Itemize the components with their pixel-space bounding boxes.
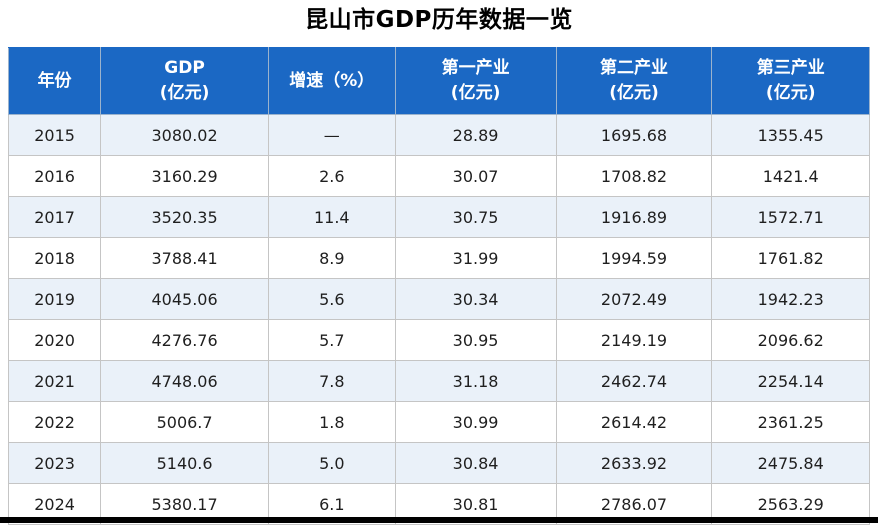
table-header-row: 年份 GDP (亿元) 增速（%） 第一产业 (亿元) 第二产业 (亿元) 第三…: [7, 47, 870, 115]
table-cell: —: [268, 114, 396, 156]
table-cell: 1942.23: [711, 278, 870, 320]
header-line1: GDP: [164, 58, 205, 79]
table-cell: 2015: [7, 114, 102, 156]
table-cell: 8.9: [268, 237, 396, 279]
table-cell: 2020: [7, 319, 102, 361]
header-line2: (亿元): [450, 83, 501, 103]
header-line2: (亿元): [159, 83, 210, 103]
table-cell: 2017: [7, 196, 102, 238]
table-cell: 31.18: [394, 360, 557, 402]
table-cell: 5.0: [268, 442, 396, 484]
table-row: 2018 3788.41 8.9 31.99 1994.59 1761.82: [7, 237, 870, 279]
table-row: 2015 3080.02—28.89 1695.68 1355.45: [7, 114, 870, 156]
table-cell: 5.7: [268, 319, 396, 361]
table-cell: 1421.4: [711, 155, 870, 197]
table-cell: 1.8: [268, 401, 396, 443]
table-cell: 2361.25: [711, 401, 870, 443]
table-cell: 7.8: [268, 360, 396, 402]
table-cell: 4045.06: [100, 278, 270, 320]
table-cell: 30.84: [394, 442, 557, 484]
table-cell: 4276.76: [100, 319, 270, 361]
table-cell: 5006.7: [100, 401, 270, 443]
table-cell: 2023: [7, 442, 102, 484]
table-cell: 3788.41: [100, 237, 270, 279]
header-growth-rate: 增速（%）: [268, 47, 396, 115]
table-row: 2021 4748.06 7.8 31.18 2462.74 2254.14: [7, 360, 870, 402]
table-cell: 2149.19: [555, 319, 713, 361]
header-year: 年份: [7, 47, 102, 115]
table-cell: 2633.92: [555, 442, 713, 484]
table-cell: 30.99: [394, 401, 557, 443]
table-row: 2019 4045.06 5.6 30.34 2072.49 1942.23: [7, 278, 870, 320]
bottom-divider: [0, 517, 878, 523]
table-row: 2017 3520.35 11.4 30.75 1916.89 1572.71: [7, 196, 870, 238]
table-cell: 3160.29: [100, 155, 270, 197]
header-line2: (亿元): [609, 83, 659, 103]
table-cell: 1708.82: [555, 155, 713, 197]
table-cell: 2254.14: [711, 360, 870, 402]
table-cell: 2021: [7, 360, 102, 402]
page-title: 昆山市GDP历年数据一览: [305, 7, 573, 33]
table-row: 2020 4276.76 5.7 30.95 2149.19 2096.62: [7, 319, 870, 361]
table-cell: 3080.02: [100, 114, 270, 156]
table-cell: 4748.06: [100, 360, 270, 402]
table-cell: 1355.45: [711, 114, 870, 156]
gdp-table: 年份 GDP (亿元) 增速（%） 第一产业 (亿元) 第二产业 (亿元) 第三…: [7, 47, 870, 525]
table-cell: 30.34: [394, 278, 557, 320]
table-cell: 2462.74: [555, 360, 713, 402]
table-cell: 2072.49: [555, 278, 713, 320]
table-cell: 1916.89: [555, 196, 713, 238]
table-body: 2015 3080.02—28.89 1695.68 1355.45 2016 3160.…: [7, 114, 870, 525]
table-cell: 31.99: [394, 237, 557, 279]
table-cell: 2018: [7, 237, 102, 279]
table-cell: 30.95: [394, 319, 557, 361]
header-gdp: GDP (亿元): [100, 47, 270, 115]
table-cell: 2614.42: [555, 401, 713, 443]
table-cell: 11.4: [268, 196, 396, 238]
header-primary-industry: 第一产业 (亿元): [394, 47, 557, 115]
table-cell: 1761.82: [711, 237, 870, 279]
header-line1: 第一产业: [441, 58, 510, 79]
table-cell: 2.6: [268, 155, 396, 197]
table-cell: 5140.6: [100, 442, 270, 484]
table-row: 2016 3160.29 2.6 30.07 1708.82 1421.4: [7, 155, 870, 197]
header-line2: (亿元): [765, 83, 816, 103]
table-cell: 2022: [7, 401, 102, 443]
table-cell: 1695.68: [555, 114, 713, 156]
header-tertiary-industry: 第三产业 (亿元): [711, 47, 870, 115]
table-cell: 2096.62: [711, 319, 870, 361]
table-cell: 30.07: [394, 155, 557, 197]
header-line1: 第三产业: [756, 58, 825, 79]
table-cell: 2475.84: [711, 442, 870, 484]
table-cell: 1994.59: [555, 237, 713, 279]
header-line1: 第二产业: [599, 58, 668, 79]
header-secondary-industry: 第二产业 (亿元): [555, 47, 713, 115]
table-cell: 3520.35: [100, 196, 270, 238]
table-row: 2022 5006.7 1.8 30.99 2614.42 2361.25: [7, 401, 870, 443]
table-cell: 28.89: [394, 114, 557, 156]
table-cell: 2019: [7, 278, 102, 320]
table-cell: 1572.71: [711, 196, 870, 238]
header-line1: 年份: [37, 70, 72, 91]
header-line1: 增速（%）: [289, 70, 375, 91]
table-cell: 2016: [7, 155, 102, 197]
table-cell: 30.75: [394, 196, 557, 238]
table-cell: 5.6: [268, 278, 396, 320]
table-row: 2023 5140.6 5.0 30.84 2633.92 2475.84: [7, 442, 870, 484]
